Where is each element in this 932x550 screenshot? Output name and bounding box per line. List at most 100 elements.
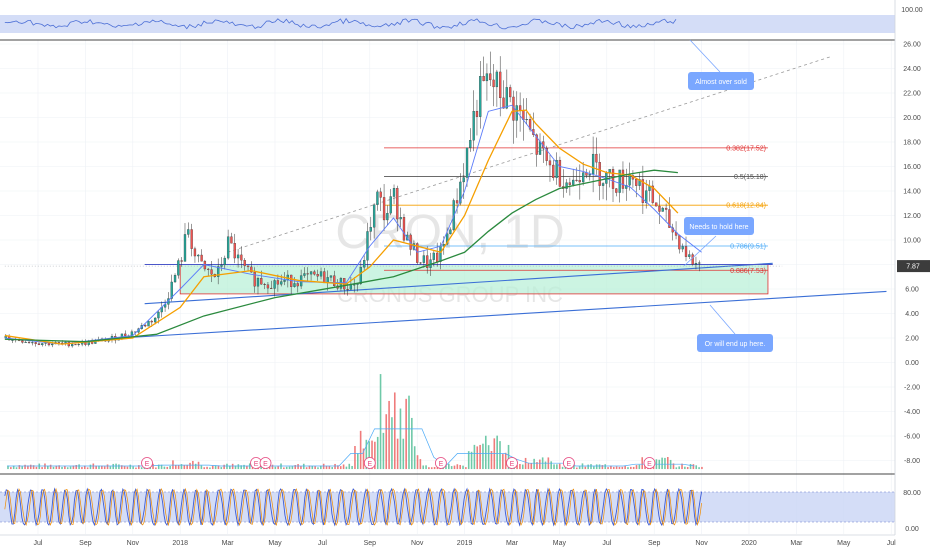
candle-body [190, 229, 193, 249]
sma-200-line[interactable] [4, 169, 678, 343]
volume-bar [29, 464, 32, 470]
volume-bar [305, 467, 308, 470]
candle-body [482, 76, 485, 82]
candle-body [276, 280, 280, 285]
volume-bar [135, 467, 137, 470]
volume-bar [530, 463, 533, 470]
earnings-marker[interactable] [506, 457, 518, 469]
candle-body [253, 271, 256, 287]
candle-body [525, 119, 528, 121]
annotation-oversold[interactable]: Almost over sold [688, 39, 754, 90]
volume-bar [675, 467, 678, 470]
volume-bar [32, 465, 35, 470]
volume-bar [132, 466, 134, 470]
candle-body [591, 153, 595, 175]
volume-bar [536, 462, 538, 470]
earnings-marker[interactable] [643, 457, 656, 469]
volume-bar [550, 461, 552, 470]
ema-50-line[interactable] [4, 109, 679, 345]
volume-bar [584, 466, 587, 470]
volume-bar [556, 464, 558, 470]
candle-body [71, 344, 74, 347]
candle-body [465, 147, 469, 178]
candle-body [316, 274, 319, 277]
volume-bar [641, 457, 644, 470]
time-tick-label: Jul [887, 540, 896, 547]
trendline-rising-support[interactable] [120, 290, 887, 339]
volume-bar [473, 444, 476, 470]
volume-bar [7, 465, 9, 470]
volume-bar [450, 466, 453, 470]
annotation-end-text: Or will end up here. [705, 341, 766, 348]
price-axis[interactable]: 26.00 24.00 22.00 20.00 18.00 16.00 14.00 12.00… [894, 0, 923, 535]
volume-bar [302, 463, 305, 470]
candle-body [187, 229, 190, 235]
candle-body [207, 268, 210, 270]
fib-level-label: 0.618(12.84) [726, 203, 766, 210]
candle-body [379, 191, 382, 198]
trendline-upper-support[interactable] [144, 262, 773, 305]
candle-body [51, 343, 54, 346]
volume-bar [376, 436, 379, 470]
earnings-marker[interactable] [141, 457, 153, 469]
annotation-hold[interactable]: Needs to hold here [683, 217, 754, 267]
volume-bar [75, 465, 78, 470]
earnings-marker[interactable] [363, 457, 376, 469]
volume-bar [433, 466, 436, 470]
candle-body [422, 255, 426, 263]
volume-bar [496, 435, 498, 470]
earnings-marker[interactable] [259, 457, 272, 469]
candle-body [329, 275, 333, 278]
volume-bar [504, 452, 507, 470]
fib-level-label: 0.5(15.18) [734, 174, 766, 181]
time-tick-label: 2019 [457, 540, 473, 547]
volume-bar [35, 466, 38, 470]
candle-body [449, 229, 452, 235]
candle-body [661, 207, 664, 212]
candle-body [124, 333, 127, 336]
candle-body [226, 236, 230, 259]
top-indicator-line [4, 17, 677, 30]
volume-bar [49, 464, 52, 470]
volume-bar [72, 465, 75, 470]
volume-bar [123, 466, 126, 470]
candle-body [256, 278, 260, 287]
volume-bar [337, 465, 339, 470]
candle-body [293, 283, 296, 287]
ema-20-line[interactable] [4, 104, 702, 345]
candle-body [273, 280, 276, 289]
time-tick-label: Mar [222, 540, 235, 547]
candle-body [366, 231, 369, 261]
volume-bar [95, 465, 97, 470]
price-tick-label: -8.00 [904, 458, 920, 465]
volume-bar [399, 408, 402, 470]
volume-bar [47, 465, 49, 470]
candle-body [558, 159, 562, 187]
candle-body [200, 254, 203, 262]
candle-body [31, 342, 34, 344]
top-indicator-band [0, 15, 895, 33]
price-tick-label: 26.00 [903, 42, 921, 49]
candle-body [193, 248, 197, 257]
volume-bar [672, 463, 675, 470]
volume-bar [120, 465, 123, 470]
candle-body [578, 180, 581, 183]
volume-bar [308, 465, 311, 470]
main-price-pane: 0.382(17.52) 0.5(15.18) 0.618(12.84) 0.786(… [4, 51, 887, 470]
earnings-marker[interactable] [434, 457, 447, 469]
volume-bar [229, 465, 231, 470]
earnings-marker[interactable] [562, 457, 575, 469]
time-axis[interactable]: Jul Sep Nov 2018 Mar May Jul Sep Nov 2019 Mar May Ju… [0, 534, 896, 547]
candle-body [389, 196, 392, 214]
volume-bar [465, 467, 467, 470]
candle-body [552, 164, 555, 178]
annotation-end[interactable]: Or will end up here. [697, 304, 773, 352]
earnings-marker-label: E [263, 461, 268, 468]
time-tick-label: Sep [364, 540, 377, 547]
volume-bar [234, 465, 237, 470]
volume-bar [166, 466, 169, 470]
price-tick-label: -4.00 [904, 409, 920, 416]
volume-bar [428, 467, 430, 470]
candle-body [535, 134, 538, 155]
